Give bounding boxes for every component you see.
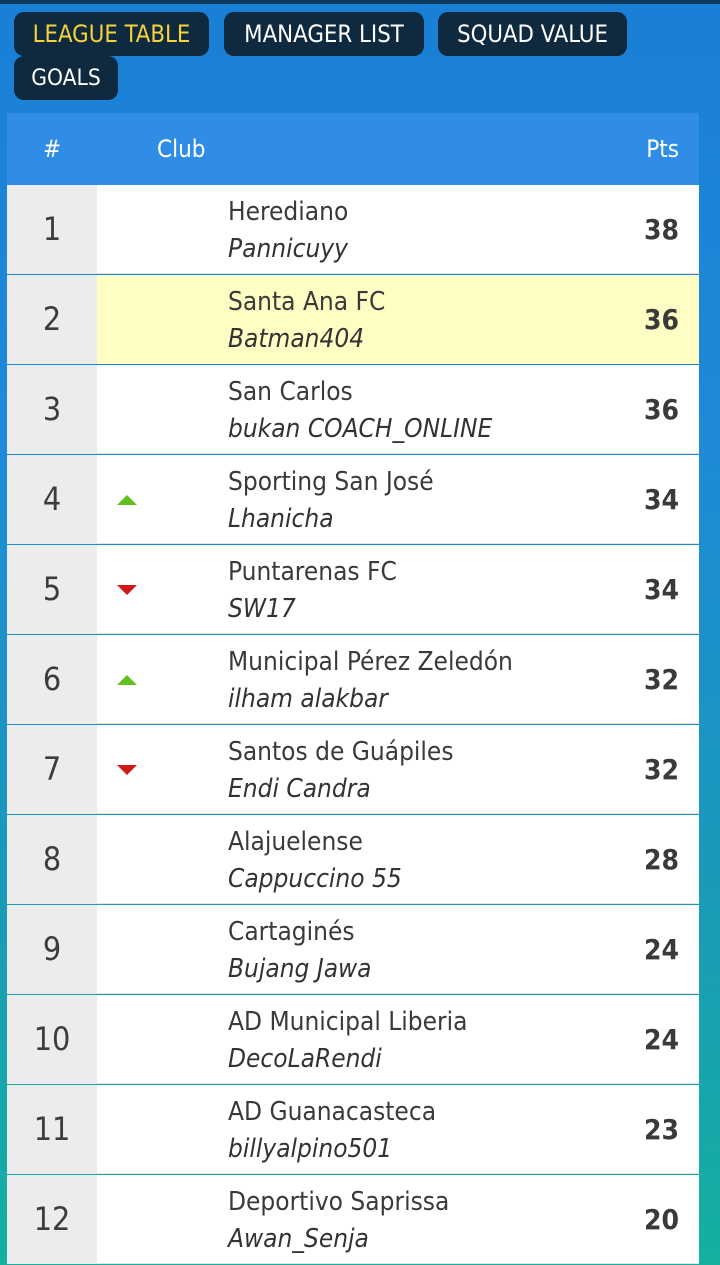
club-cell: Puntarenas FC SW17 34	[97, 545, 699, 634]
manager-name: Lhanicha	[228, 504, 334, 534]
club-cell: AD Guanacasteca billyalpino501 23	[97, 1085, 699, 1174]
manager-name: Batman404	[228, 324, 365, 354]
club-cell: San Carlos bukan COACH_ONLINE 36	[97, 365, 699, 454]
club-cell: Municipal Pérez Zeledón ilham alakbar 32	[97, 635, 699, 724]
league-table: # Club Pts 1 Herediano Pannicuyy 38 2 Santa A…	[7, 113, 699, 1265]
rank-cell: 12	[7, 1175, 97, 1264]
club-cell: Alajuelense Cappuccino 55 28	[97, 815, 699, 904]
rank-cell: 6	[7, 635, 97, 724]
points-value: 34	[643, 483, 679, 516]
rank-cell: 3	[7, 365, 97, 454]
rank-cell: 5	[7, 545, 97, 634]
club-cell: Sporting San José Lhanicha 34	[97, 455, 699, 544]
club-name: Sporting San José	[228, 467, 434, 497]
trend-down-icon	[117, 765, 137, 775]
trend-up-icon	[117, 495, 137, 505]
tab-squad-value[interactable]: SQUAD VALUE	[438, 12, 627, 56]
tab-league-table[interactable]: LEAGUE TABLE	[14, 12, 209, 56]
club-name: San Carlos	[228, 377, 353, 407]
table-row[interactable]: 5 Puntarenas FC SW17 34	[7, 545, 699, 634]
club-name: Municipal Pérez Zeledón	[228, 647, 513, 677]
points-value: 24	[643, 933, 679, 966]
club-name: AD Guanacasteca	[228, 1097, 437, 1127]
club-name: Herediano	[228, 197, 349, 227]
tab-manager-list[interactable]: MANAGER LIST	[224, 12, 424, 56]
manager-name: Pannicuyy	[228, 234, 348, 264]
top-border	[0, 0, 720, 4]
points-value: 36	[643, 303, 679, 336]
trend-down-icon	[117, 585, 137, 595]
points-value: 23	[643, 1113, 679, 1146]
trend-up-icon	[117, 675, 137, 685]
manager-name: ilham alakbar	[228, 684, 388, 714]
club-name: Deportivo Saprissa	[228, 1187, 450, 1217]
club-cell: Cartaginés Bujang Jawa 24	[97, 905, 699, 994]
points-value: 28	[643, 843, 679, 876]
manager-name: DecoLaRendi	[228, 1044, 382, 1074]
rank-cell: 1	[7, 185, 97, 274]
manager-name: Awan_Senja	[228, 1224, 369, 1254]
rank-cell: 4	[7, 455, 97, 544]
table-header: # Club Pts	[7, 113, 699, 185]
club-cell: Santos de Guápiles Endi Candra 32	[97, 725, 699, 814]
manager-name: Bujang Jawa	[228, 954, 372, 984]
manager-name: billyalpino501	[228, 1134, 393, 1164]
table-row[interactable]: 6 Municipal Pérez Zeledón ilham alakbar 32	[7, 635, 699, 724]
table-row[interactable]: 9 Cartaginés Bujang Jawa 24	[7, 905, 699, 994]
points-value: 32	[643, 753, 679, 786]
manager-name: Endi Candra	[228, 774, 371, 804]
club-cell: AD Municipal Liberia DecoLaRendi 24	[97, 995, 699, 1084]
points-value: 38	[643, 213, 679, 246]
rank-cell: 2	[7, 275, 97, 364]
table-row[interactable]: 4 Sporting San José Lhanicha 34	[7, 455, 699, 544]
points-value: 24	[643, 1023, 679, 1056]
table-row[interactable]: 8 Alajuelense Cappuccino 55 28	[7, 815, 699, 904]
table-row[interactable]: 10 AD Municipal Liberia DecoLaRendi 24	[7, 995, 699, 1084]
club-name: Alajuelense	[228, 827, 363, 857]
points-value: 20	[643, 1203, 679, 1236]
points-value: 36	[643, 393, 679, 426]
points-value: 34	[643, 573, 679, 606]
club-name: Cartaginés	[228, 917, 355, 947]
club-cell: Deportivo Saprissa Awan_Senja 20	[97, 1175, 699, 1264]
rank-cell: 11	[7, 1085, 97, 1174]
club-cell: Herediano Pannicuyy 38	[97, 185, 699, 274]
rank-cell: 10	[7, 995, 97, 1084]
points-value: 32	[643, 663, 679, 696]
table-row[interactable]: 2 Santa Ana FC Batman404 36	[7, 275, 699, 364]
club-name: Santos de Guápiles	[228, 737, 454, 767]
table-row[interactable]: 7 Santos de Guápiles Endi Candra 32	[7, 725, 699, 814]
rank-cell: 9	[7, 905, 97, 994]
table-row[interactable]: 3 San Carlos bukan COACH_ONLINE 36	[7, 365, 699, 454]
manager-name: Cappuccino 55	[228, 864, 402, 894]
header-rank: #	[42, 135, 62, 163]
club-name: AD Municipal Liberia	[228, 1007, 468, 1037]
rank-cell: 8	[7, 815, 97, 904]
table-row[interactable]: 11 AD Guanacasteca billyalpino501 23	[7, 1085, 699, 1174]
rank-cell: 7	[7, 725, 97, 814]
tab-goals[interactable]: GOALS	[14, 56, 118, 100]
manager-name: bukan COACH_ONLINE	[228, 414, 493, 444]
header-club: Club	[157, 135, 206, 163]
table-row[interactable]: 12 Deportivo Saprissa Awan_Senja 20	[7, 1175, 699, 1264]
club-cell: Santa Ana FC Batman404 36	[97, 275, 699, 364]
table-row[interactable]: 1 Herediano Pannicuyy 38	[7, 185, 699, 274]
header-pts: Pts	[646, 135, 679, 163]
club-name: Puntarenas FC	[228, 557, 397, 587]
club-name: Santa Ana FC	[228, 287, 386, 317]
manager-name: SW17	[228, 594, 296, 624]
